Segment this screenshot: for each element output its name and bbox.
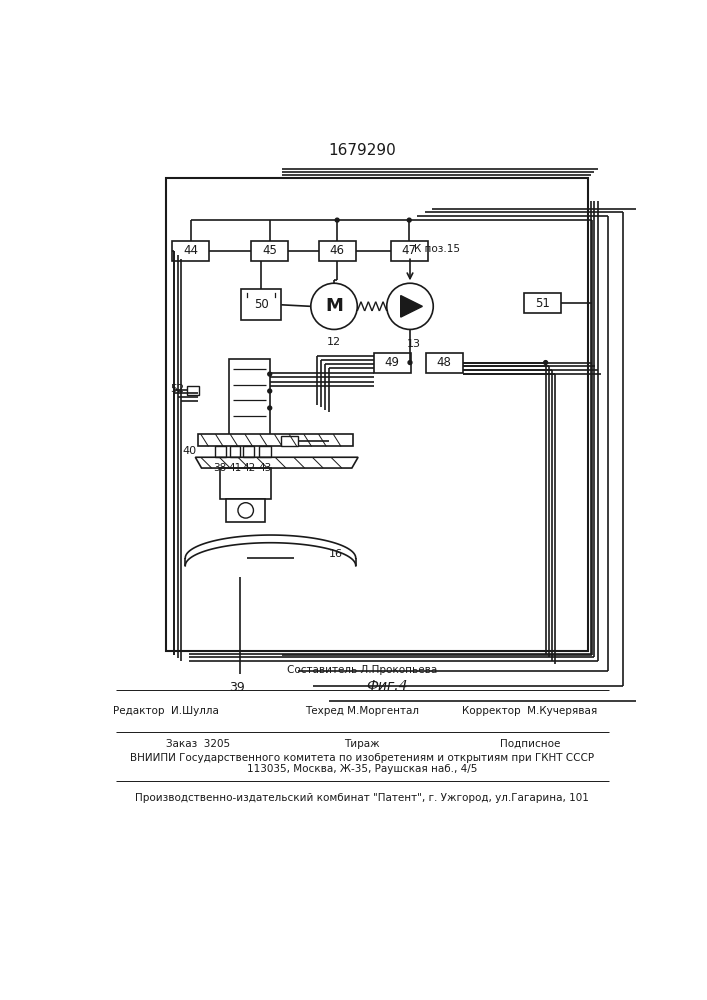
Text: 42: 42	[243, 463, 255, 473]
Text: Составитель Л.Прокопьева: Составитель Л.Прокопьева	[287, 665, 437, 675]
Bar	[241, 289, 281, 320]
Bar	[226, 499, 265, 522]
Circle shape	[335, 218, 339, 222]
Text: 49: 49	[385, 356, 399, 369]
Bar	[391, 241, 428, 261]
Bar	[281, 436, 298, 446]
Text: 12: 12	[327, 337, 341, 347]
Text: К поз.15: К поз.15	[414, 244, 460, 254]
Bar	[259, 446, 271, 457]
Text: 48: 48	[437, 356, 452, 369]
Bar	[187, 386, 199, 395]
Bar	[230, 359, 270, 436]
Bar	[251, 241, 288, 261]
Circle shape	[268, 389, 271, 393]
Text: 50: 50	[254, 298, 269, 311]
Text: Фиг.4: Фиг.4	[366, 679, 407, 693]
Text: Производственно-издательский комбинат "Патент", г. Ужгород, ул.Гагарина, 101: Производственно-издательский комбинат "П…	[135, 793, 589, 803]
Bar	[172, 241, 209, 261]
Text: Тираж: Тираж	[344, 739, 380, 749]
Circle shape	[544, 361, 547, 364]
Text: 52: 52	[170, 384, 185, 394]
Text: 39: 39	[229, 681, 245, 694]
Bar	[243, 446, 255, 457]
Text: 113035, Москва, Ж-35, Раушская наб., 4/5: 113035, Москва, Ж-35, Раушская наб., 4/5	[247, 764, 477, 774]
Text: ВНИИПИ Государственного комитета по изобретениям и открытиям при ГКНТ СССР: ВНИИПИ Государственного комитета по изоб…	[130, 753, 594, 763]
Circle shape	[408, 361, 412, 364]
Text: M: M	[325, 297, 343, 315]
Text: 45: 45	[262, 244, 277, 257]
Bar	[524, 293, 561, 313]
Text: 46: 46	[329, 244, 344, 257]
Text: 40: 40	[182, 446, 196, 456]
Text: Редактор  И.Шулла: Редактор И.Шулла	[113, 706, 218, 716]
Text: Техред М.Моргентал: Техред М.Моргентал	[305, 706, 419, 716]
Text: Корректор  М.Кучерявая: Корректор М.Кучерявая	[462, 706, 597, 716]
Bar	[319, 241, 356, 261]
Text: Подписное: Подписное	[500, 739, 561, 749]
Bar	[426, 353, 462, 373]
Text: 1679290: 1679290	[328, 143, 396, 158]
Circle shape	[268, 406, 271, 410]
Bar	[220, 468, 271, 499]
Text: 44: 44	[183, 244, 198, 257]
Text: 13: 13	[407, 339, 421, 349]
Circle shape	[407, 218, 411, 222]
Text: 47: 47	[402, 244, 416, 257]
Bar	[199, 434, 354, 446]
Text: 41: 41	[228, 463, 242, 473]
Polygon shape	[401, 296, 422, 317]
Bar	[230, 446, 240, 457]
Text: 51: 51	[535, 297, 550, 310]
Text: Заказ  3205: Заказ 3205	[166, 739, 230, 749]
Bar	[166, 178, 588, 651]
Bar	[215, 446, 226, 457]
Bar	[373, 353, 411, 373]
Text: 38: 38	[214, 463, 227, 473]
Circle shape	[268, 372, 271, 376]
Text: 16: 16	[329, 549, 343, 559]
Text: 43: 43	[259, 463, 271, 473]
